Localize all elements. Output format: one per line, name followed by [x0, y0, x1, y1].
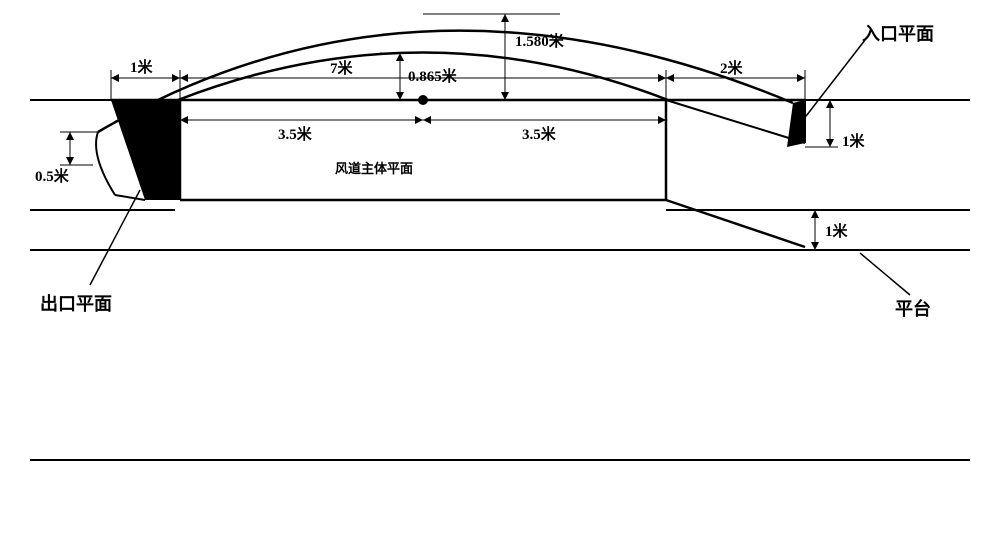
dim-text-1m-platform: 1米 — [825, 220, 848, 241]
leader-platform — [860, 253, 910, 295]
label-platform: 平台 — [895, 295, 931, 321]
dim-text-1m-right: 1米 — [842, 130, 865, 151]
dim-text-0-865m: 0.865米 — [408, 65, 457, 86]
center-point — [418, 95, 428, 105]
outlet-tail-arc — [96, 132, 115, 195]
label-duct-main-plane: 风道主体平面 — [335, 158, 413, 177]
inlet-bottom-edge — [666, 100, 805, 143]
ramp — [666, 200, 805, 247]
dim-text-2m: 2米 — [720, 57, 743, 78]
dim-text-1m-left: 1米 — [130, 56, 153, 77]
dim-text-3-5m-left: 3.5米 — [278, 123, 312, 144]
label-inlet-plane: 入口平面 — [862, 20, 934, 46]
label-outlet-plane: 出口平面 — [40, 290, 112, 316]
dim-1m-right — [805, 100, 838, 147]
dim-text-3-5m-right: 3.5米 — [522, 123, 556, 144]
leader-outlet — [90, 190, 140, 285]
dim-text-1-580m: 1.580米 — [515, 30, 564, 51]
dim-text-0-5m: 0.5米 — [35, 165, 69, 186]
dim-1m-platform — [811, 210, 819, 250]
dim-0-5m — [60, 132, 98, 165]
dim-text-7m: 7米 — [330, 57, 353, 78]
outlet-shape — [111, 100, 180, 200]
outlet-tail-line — [115, 195, 145, 200]
